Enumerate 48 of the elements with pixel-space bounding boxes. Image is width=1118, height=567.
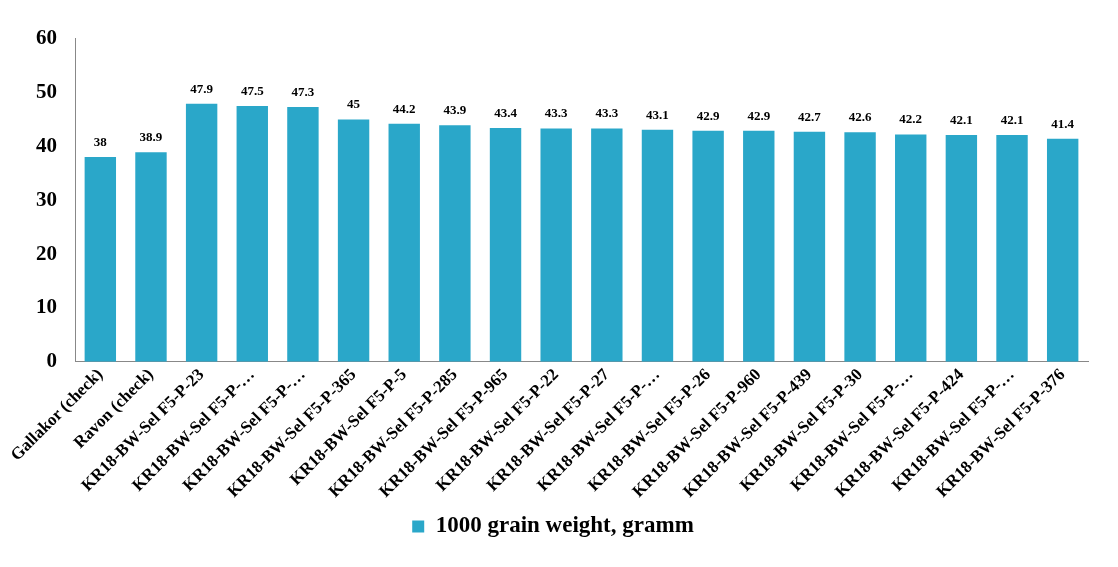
y-tick-label: 40: [36, 132, 57, 157]
bar: [895, 134, 927, 362]
bar: [743, 130, 775, 362]
bar: [1046, 138, 1079, 362]
data-label: 38: [93, 133, 108, 149]
bar: [641, 129, 674, 362]
bar: [996, 135, 1028, 362]
y-tick-label: 50: [36, 78, 57, 103]
bar: [287, 107, 319, 362]
data-label: 42.7: [798, 108, 822, 124]
data-label: 43.3: [544, 105, 569, 121]
bar: [135, 152, 167, 362]
data-label: 42.9: [747, 107, 771, 123]
bar: [591, 128, 623, 362]
bar: [337, 119, 370, 362]
y-tick-label: 0: [46, 348, 57, 373]
data-label: 42.1: [950, 111, 973, 127]
bar: [844, 132, 876, 362]
data-label: 38.9: [139, 129, 163, 145]
data-label: 42.1: [1000, 111, 1024, 127]
data-label: 42.6: [848, 109, 872, 125]
data-label: 47.9: [190, 80, 214, 96]
bar: [236, 105, 268, 362]
bar: [692, 130, 724, 362]
bar: [185, 103, 218, 362]
bar: [540, 128, 572, 362]
bar: [439, 125, 471, 362]
data-label: 43.1: [646, 106, 669, 122]
data-label: 43.9: [443, 102, 467, 118]
bar: [793, 131, 826, 362]
bar: [388, 123, 420, 362]
data-label: 41.4: [1051, 115, 1075, 131]
data-label: 43.4: [494, 104, 518, 120]
data-label: 45: [347, 96, 361, 112]
data-label: 43.3: [595, 105, 619, 121]
data-label: 42.2: [899, 111, 923, 127]
bar: [489, 128, 522, 362]
y-tick-label: 60: [36, 25, 57, 50]
legend-label: 1000 grain weight, gramm: [435, 512, 694, 538]
bar: [84, 157, 117, 362]
data-label: 47.3: [291, 83, 315, 99]
y-tick-label: 30: [36, 186, 57, 211]
y-tick-label: 10: [36, 294, 57, 319]
data-label: 42.9: [696, 107, 720, 123]
y-tick-label: 20: [36, 240, 57, 265]
data-label: 47.5: [240, 82, 265, 98]
data-label: 44.2: [392, 100, 416, 116]
bar: [945, 135, 978, 362]
